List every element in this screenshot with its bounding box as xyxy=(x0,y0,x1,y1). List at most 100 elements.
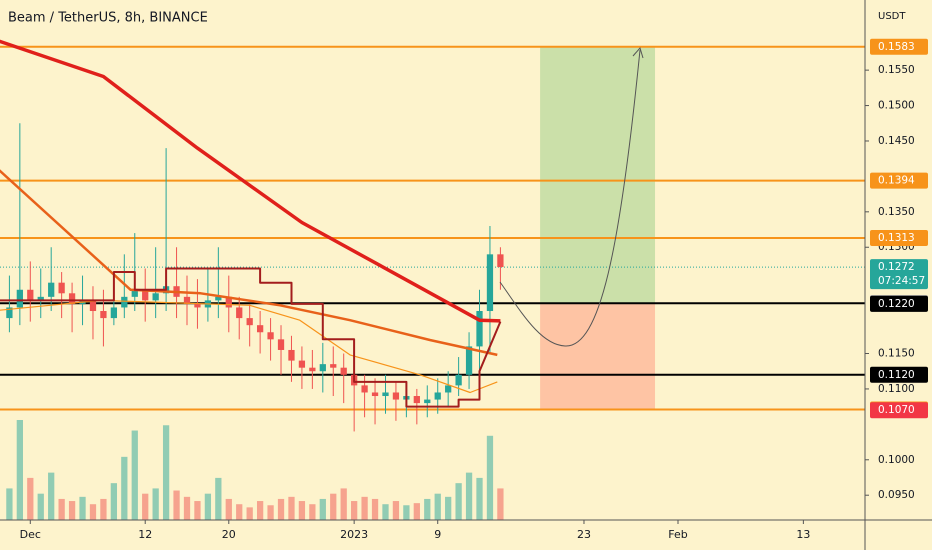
candle-body xyxy=(68,293,76,304)
candle-body xyxy=(246,318,253,326)
volume-bar xyxy=(131,430,138,520)
volume-bar xyxy=(351,501,358,520)
projection-curve xyxy=(499,49,641,347)
volume-bar xyxy=(465,472,473,520)
volume-bar xyxy=(486,435,494,520)
y-tick-label: 0.0950 xyxy=(878,489,915,501)
price-tag xyxy=(870,366,928,383)
y-tick-label: 0.1150 xyxy=(878,348,915,360)
candle-body xyxy=(89,300,97,312)
y-tick-label: 0.1500 xyxy=(878,100,915,112)
candle-body xyxy=(6,307,13,319)
price-tag-label: 0.1583 xyxy=(878,41,915,53)
volume-bar xyxy=(204,493,212,520)
x-tick-label: 23 xyxy=(577,528,591,541)
price-tag-label: 0.1120 xyxy=(878,369,915,381)
x-tick-label: Feb xyxy=(668,528,687,541)
price-tag-label: 0.1272 xyxy=(878,261,915,273)
y-tick-label: 0.1450 xyxy=(878,135,915,147)
indicator-line xyxy=(0,39,501,323)
y-tick-label: 0.1550 xyxy=(878,64,915,76)
candle-body xyxy=(215,296,222,301)
candle-body xyxy=(486,254,494,312)
volume-bar xyxy=(162,425,170,520)
candle-body xyxy=(225,296,232,308)
indicator-line xyxy=(0,169,498,357)
volume-bar xyxy=(142,493,149,520)
candle-body xyxy=(194,303,201,308)
candle-body xyxy=(37,296,44,301)
candle-body xyxy=(236,307,243,319)
volume-bar xyxy=(476,477,483,520)
price-tag xyxy=(870,295,928,312)
volume-bar xyxy=(100,498,107,520)
volume-bar xyxy=(121,456,128,520)
volume-bar xyxy=(445,496,452,520)
price-tag xyxy=(870,38,928,55)
price-tag xyxy=(870,402,928,419)
candle-body xyxy=(152,293,159,301)
volume-bar xyxy=(434,493,441,520)
volume-bar xyxy=(215,477,222,520)
volume-bar xyxy=(89,504,97,520)
volume-bar xyxy=(256,501,264,520)
y-tick-label: 0.1000 xyxy=(878,454,915,466)
price-tag xyxy=(870,230,928,247)
volume-bar xyxy=(288,496,295,520)
indicator-line xyxy=(0,267,502,408)
volume-bar xyxy=(319,498,326,520)
candle-body xyxy=(142,289,149,301)
volume-bar xyxy=(68,501,76,520)
volume-bar xyxy=(225,498,232,520)
candle-body xyxy=(497,254,504,268)
candle-body xyxy=(48,282,55,297)
volume-bar xyxy=(236,504,243,520)
currency-label: USDT xyxy=(878,11,906,22)
target-zone xyxy=(540,46,656,304)
volume-bar xyxy=(110,483,118,520)
volume-bar xyxy=(403,505,410,520)
candle-body xyxy=(121,296,128,308)
volume-bar xyxy=(16,420,23,520)
price-tag xyxy=(870,259,928,290)
volume-bar xyxy=(79,496,86,520)
volume-bar xyxy=(183,496,191,520)
candle-body xyxy=(465,346,473,375)
candle-body xyxy=(340,367,347,375)
candle-body xyxy=(183,296,191,304)
volume-bar xyxy=(298,501,306,520)
x-tick-label: 20 xyxy=(222,528,236,541)
overlay: 0.15500.15000.14500.13500.13000.11500.11… xyxy=(20,38,928,541)
volume-bar xyxy=(371,498,379,520)
projection-arrowhead xyxy=(632,46,644,59)
volume-bar xyxy=(392,501,400,520)
volume-bar xyxy=(309,504,316,520)
volume-bar xyxy=(413,503,420,520)
candle-body xyxy=(16,289,23,308)
volume-bar xyxy=(48,472,55,520)
candle-body xyxy=(361,385,368,393)
candle-body xyxy=(267,332,274,340)
chart-title: Beam / TetherUS, 8h, BINANCE xyxy=(8,11,208,26)
volume-bar xyxy=(27,477,34,520)
price-tag-label: 0.1070 xyxy=(878,404,915,416)
y-tick-label: 0.1350 xyxy=(878,206,915,218)
volume-bar xyxy=(455,483,462,520)
volume-bar xyxy=(340,488,347,520)
volume-bar xyxy=(6,488,13,520)
candle-body xyxy=(27,289,34,301)
volume-bar xyxy=(37,493,44,520)
x-tick-label: 13 xyxy=(796,528,810,541)
candle-body xyxy=(445,385,452,393)
volume-bar xyxy=(330,493,337,520)
volume-bar xyxy=(361,496,368,520)
volume-bar xyxy=(267,505,274,520)
candle-body xyxy=(131,289,138,297)
volume-bar xyxy=(382,504,389,520)
candle-body xyxy=(256,325,264,333)
volume-bar xyxy=(497,488,504,520)
candle-body xyxy=(392,392,400,400)
candle-body xyxy=(110,307,118,319)
